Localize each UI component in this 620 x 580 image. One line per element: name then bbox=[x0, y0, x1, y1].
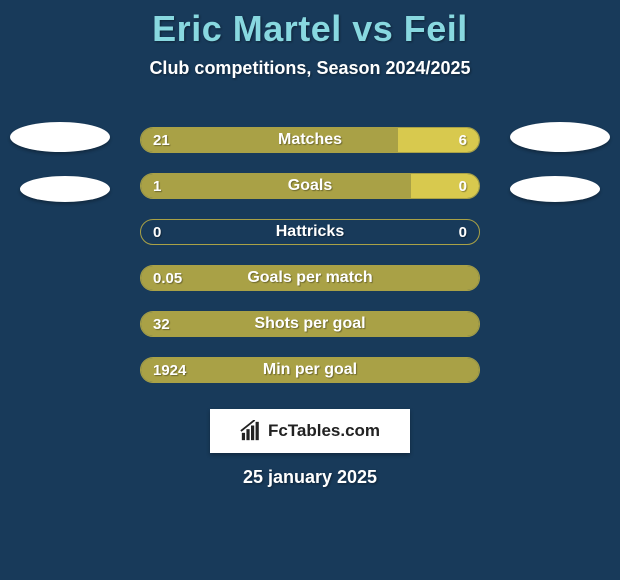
stat-bar-left-seg bbox=[141, 128, 398, 152]
page-title: Eric Martel vs Feil bbox=[152, 8, 468, 50]
stat-bar-track: Matches216 bbox=[140, 127, 480, 153]
stat-value-left: 0 bbox=[153, 224, 161, 241]
stat-bar-track: Min per goal1924 bbox=[140, 357, 480, 383]
stat-row: Min per goal1924 bbox=[0, 347, 620, 393]
stat-row: Goals per match0.05 bbox=[0, 255, 620, 301]
stat-value-right: 0 bbox=[459, 224, 467, 241]
stat-row: Goals10 bbox=[0, 163, 620, 209]
stat-label: Hattricks bbox=[141, 223, 479, 241]
stat-bar-left-seg bbox=[141, 174, 411, 198]
stat-row: Shots per goal32 bbox=[0, 301, 620, 347]
stats-bars: Matches216 Goals10 Hattricks0 0 Goals per ma… bbox=[0, 117, 620, 393]
chart-icon bbox=[240, 420, 262, 442]
stat-bar-left-seg bbox=[141, 266, 479, 290]
stat-row: Hattricks0 0 bbox=[0, 209, 620, 255]
stat-bar-track: Hattricks0 0 bbox=[140, 219, 480, 245]
stat-bar-left-seg bbox=[141, 358, 479, 382]
brand-box[interactable]: FcTables.com bbox=[210, 409, 410, 453]
stat-bar-left-seg bbox=[141, 312, 479, 336]
stat-bar-right-seg bbox=[411, 174, 479, 198]
stat-bar-right-seg bbox=[398, 128, 479, 152]
page-subtitle: Club competitions, Season 2024/2025 bbox=[149, 58, 470, 79]
comparison-card: Eric Martel vs Feil Club competitions, S… bbox=[0, 0, 620, 580]
snapshot-date: 25 january 2025 bbox=[243, 467, 377, 488]
stat-row: Matches216 bbox=[0, 117, 620, 163]
stat-bar-track: Goals10 bbox=[140, 173, 480, 199]
brand-text: FcTables.com bbox=[268, 421, 380, 441]
stat-bar-track: Shots per goal32 bbox=[140, 311, 480, 337]
stat-bar-track: Goals per match0.05 bbox=[140, 265, 480, 291]
